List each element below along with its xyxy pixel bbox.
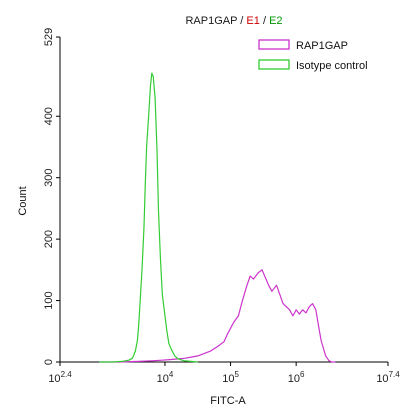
x-tick-label: 102.4 bbox=[48, 370, 72, 385]
chart-title: RAP1GAP / E1 / E2 bbox=[185, 15, 282, 27]
x-tick-base: 10 bbox=[376, 373, 388, 385]
chart-title-part: E1 bbox=[246, 15, 259, 27]
x-tick-exponent: 6 bbox=[300, 370, 305, 379]
y-tick-label: 300 bbox=[43, 169, 55, 187]
y-tick-label: 529 bbox=[43, 28, 55, 46]
x-tick-label: 106 bbox=[288, 370, 305, 385]
y-axis-label: Count bbox=[17, 186, 29, 215]
y-tick-label: 100 bbox=[43, 291, 55, 309]
y-tick-label: 400 bbox=[43, 107, 55, 125]
y-tick-label: 0 bbox=[43, 359, 55, 365]
legend: RAP1GAP Isotype control bbox=[258, 39, 368, 72]
y-axis-ticks: 0 100 200 300 400 529 bbox=[43, 28, 60, 365]
series-group bbox=[99, 72, 336, 363]
chart-title-part: / bbox=[260, 15, 269, 27]
chart-title-part: E2 bbox=[269, 15, 282, 27]
legend-label: Isotype control bbox=[296, 60, 368, 72]
x-tick-label: 107.4 bbox=[376, 370, 400, 385]
legend-swatch bbox=[258, 39, 290, 50]
legend-swatch bbox=[258, 59, 290, 70]
x-tick-base: 10 bbox=[48, 373, 60, 385]
series-line-isotype-control bbox=[99, 72, 198, 363]
series-line-rap1gap bbox=[99, 269, 336, 363]
x-tick-exponent: 7.4 bbox=[389, 370, 401, 379]
x-tick-label: 105 bbox=[222, 370, 239, 385]
x-tick-base: 10 bbox=[222, 373, 234, 385]
x-tick-exponent: 2.4 bbox=[61, 370, 73, 379]
x-tick-base: 10 bbox=[288, 373, 300, 385]
x-axis-label: FITC-A bbox=[210, 395, 246, 407]
x-tick-base: 10 bbox=[157, 373, 169, 385]
x-tick-label: 104 bbox=[157, 370, 174, 385]
y-tick-label: 200 bbox=[43, 230, 55, 248]
chart-title-part: / bbox=[237, 15, 246, 27]
x-axis-ticks: 102.4 104 105 106 107.4 bbox=[48, 362, 400, 385]
chart-title-part: RAP1GAP bbox=[185, 15, 237, 27]
x-tick-exponent: 4 bbox=[169, 370, 174, 379]
legend-label: RAP1GAP bbox=[296, 40, 348, 52]
x-tick-exponent: 5 bbox=[234, 370, 239, 379]
